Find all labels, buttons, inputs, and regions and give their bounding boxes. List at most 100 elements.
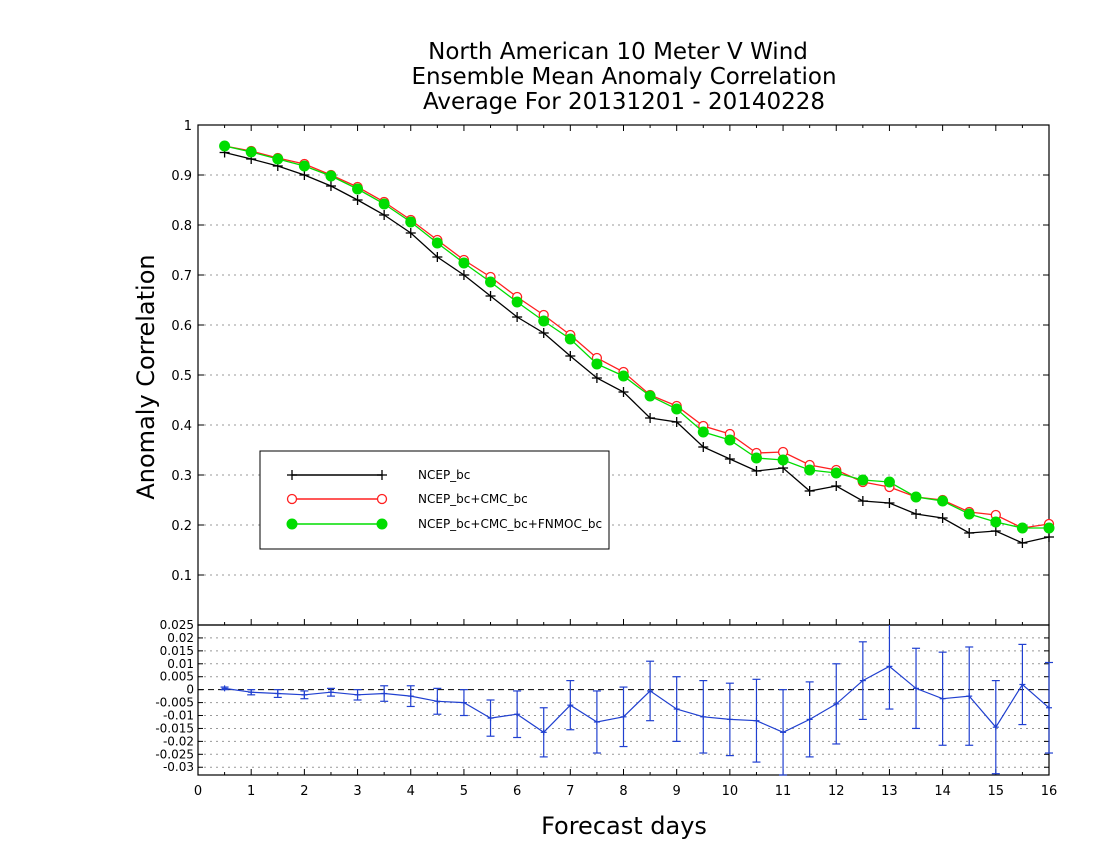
data-point-plus: [911, 509, 922, 519]
main-plot-series: [219, 140, 1055, 548]
y-tick-label: 0.8: [171, 219, 192, 234]
legend-marker: [286, 518, 298, 530]
diff-y-tick-label: 0.02: [167, 631, 194, 645]
x-tick-label: 4: [407, 784, 415, 799]
data-point-plus: [645, 413, 656, 423]
data-point-plus: [990, 526, 1001, 536]
data-point-filled-circle: [431, 237, 443, 249]
data-point-plus: [751, 466, 762, 476]
data-point-filled-circle: [1016, 522, 1028, 534]
data-point-plus: [698, 442, 709, 452]
data-point-filled-circle: [804, 464, 816, 476]
data-point-plus: [1017, 538, 1028, 548]
x-tick-label: 7: [566, 784, 574, 799]
diff-y-tick-label: -0.025: [155, 747, 194, 761]
main-plot-axes: 0.1 0.2 0.3 0.4 0.5 0.6 0.7 0.8 0.9 1: [171, 119, 1050, 626]
data-point-plus: [618, 387, 629, 397]
y-tick-label: 0.6: [171, 319, 192, 334]
x-tick-label: 15: [988, 784, 1005, 799]
difference-series-line: [224, 665, 1050, 734]
x-tick-label: 12: [828, 784, 845, 799]
y-axis-label: Anomaly Correlation: [132, 254, 160, 499]
x-tick-label: 16: [1041, 784, 1058, 799]
diff-y-tick-label: -0.02: [163, 734, 194, 748]
data-point-filled-circle: [458, 257, 470, 269]
data-point-filled-circle: [671, 403, 683, 415]
data-point-plus: [325, 181, 336, 191]
data-point-filled-circle: [618, 370, 629, 382]
data-point-filled-circle: [777, 454, 789, 466]
legend-label: NCEP_bc: [418, 468, 470, 482]
x-tick-label: 2: [300, 784, 308, 799]
data-point-filled-circle: [538, 315, 550, 327]
data-point-filled-circle: [644, 390, 656, 402]
y-tick-label: 0.2: [171, 519, 192, 534]
y-tick-label: 0.4: [171, 419, 192, 434]
data-point-plus: [538, 328, 549, 338]
legend-label: NCEP_bc+CMC_bc+FNMOC_bc: [418, 517, 602, 531]
data-point-filled-circle: [857, 474, 869, 486]
data-point-filled-circle: [272, 153, 284, 165]
diff-y-tick-label: 0.005: [160, 670, 194, 684]
y-tick-label: 0.1: [171, 569, 192, 584]
x-tick-label: 11: [775, 784, 792, 799]
legend-marker: [286, 493, 298, 505]
data-point-plus: [804, 486, 815, 496]
x-tick-label: 10: [722, 784, 739, 799]
data-point-plus: [964, 528, 975, 538]
legend-marker: [376, 518, 388, 530]
data-point-plus: [831, 481, 842, 491]
data-point-filled-circle: [990, 516, 1002, 528]
diff-y-tick-label: 0: [186, 683, 194, 697]
legend-label: NCEP_bc+CMC_bc: [418, 492, 528, 506]
data-point-filled-circle: [485, 276, 497, 288]
data-point-filled-circle: [352, 183, 364, 195]
data-point-plus: [937, 513, 948, 523]
legend: NCEP_bc NCEP_bc+CMC_bc NCEP_bc+CMC_bc+FNMO…: [259, 450, 610, 550]
x-tick-label: 0: [194, 784, 202, 799]
diff-y-tick-label: 0.025: [160, 618, 194, 632]
chart-title-line-3: Average For 20131201 - 20140228: [423, 89, 825, 115]
data-point-filled-circle: [511, 296, 523, 308]
data-point-plus: [379, 210, 390, 220]
x-tick-label: 6: [513, 784, 521, 799]
series-line: [224, 151, 1050, 544]
data-point-plus: [512, 312, 523, 322]
diff-y-tick-label: 0.01: [167, 657, 194, 671]
chart-title-line-1: North American 10 Meter V Wind: [428, 39, 808, 65]
data-point-filled-circle: [883, 476, 895, 488]
data-point-plus: [485, 291, 496, 301]
data-point-filled-circle: [325, 170, 337, 182]
x-tick-label: 14: [934, 784, 951, 799]
data-point-filled-circle: [750, 452, 762, 464]
data-point-filled-circle: [963, 508, 975, 520]
data-point-filled-circle: [245, 146, 257, 158]
data-point-plus: [671, 417, 682, 427]
data-point-filled-circle: [219, 140, 231, 152]
data-point-plus: [724, 454, 735, 464]
data-point-filled-circle: [564, 333, 576, 345]
data-point-filled-circle: [724, 434, 736, 446]
y-tick-label: 0.5: [171, 369, 192, 384]
x-tick-label: 1: [247, 784, 255, 799]
legend-marker: [376, 493, 388, 505]
data-point-filled-circle: [910, 491, 922, 503]
data-point-plus: [565, 351, 576, 361]
y-tick-label: 1: [184, 119, 192, 134]
data-point-plus: [405, 228, 416, 238]
data-point-filled-circle: [378, 198, 390, 210]
data-point-plus: [432, 252, 443, 262]
data-point-filled-circle: [697, 426, 709, 438]
data-point-filled-circle: [937, 495, 949, 507]
difference-plot-axes: -0.03-0.025-0.02-0.015-0.01-0.00500.0050…: [155, 618, 1057, 799]
data-point-plus: [1044, 532, 1054, 542]
data-point-filled-circle: [405, 216, 417, 228]
x-axis-label: Forecast days: [541, 812, 707, 840]
data-point-plus: [884, 498, 895, 508]
x-tick-label: 5: [460, 784, 468, 799]
difference-plot-series: [220, 625, 1053, 776]
diff-y-tick-label: -0.015: [155, 721, 194, 735]
diff-y-tick-label: -0.03: [163, 760, 194, 774]
diff-y-tick-label: -0.005: [155, 696, 194, 710]
